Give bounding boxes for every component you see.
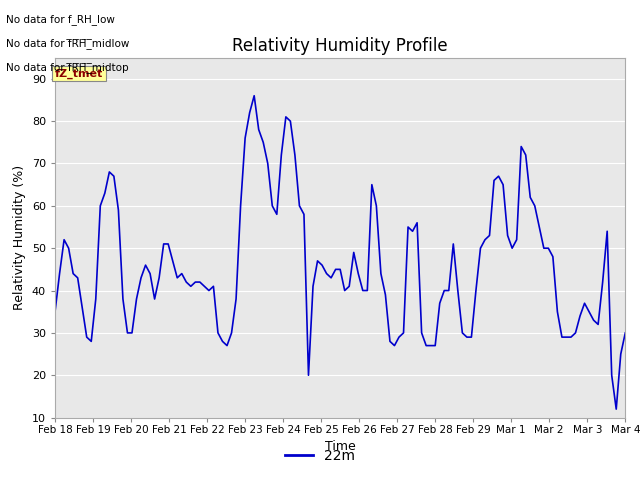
Text: No data for f̅R̅H̅_̅midtop: No data for f̅R̅H̅_̅midtop — [6, 62, 129, 73]
Title: Relativity Humidity Profile: Relativity Humidity Profile — [232, 36, 448, 55]
Text: No data for f_RH_low: No data for f_RH_low — [6, 14, 115, 25]
X-axis label: Time: Time — [324, 440, 356, 453]
Legend: 22m: 22m — [280, 443, 360, 468]
Text: fZ_tmet: fZ_tmet — [55, 68, 103, 79]
Text: No data for f̅R̅H̅_̅midlow: No data for f̅R̅H̅_̅midlow — [6, 38, 130, 49]
Y-axis label: Relativity Humidity (%): Relativity Humidity (%) — [13, 165, 26, 310]
